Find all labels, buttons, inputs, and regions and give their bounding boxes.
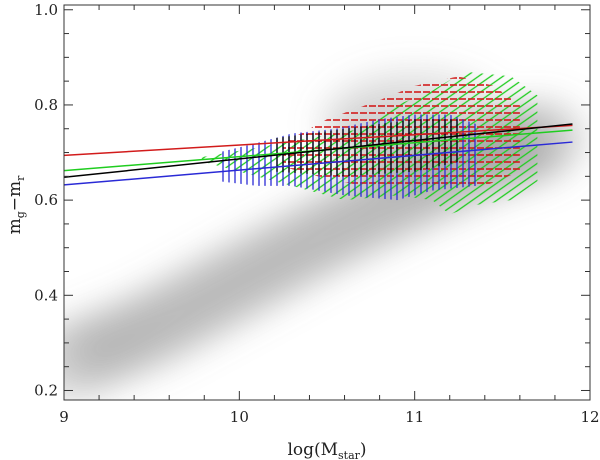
x-tick-label: 12 — [580, 408, 599, 426]
y-tick-label: 0.8 — [34, 96, 58, 114]
x-tick-label: 9 — [59, 408, 69, 426]
y-tick-label: 0.2 — [34, 381, 58, 399]
fit-line-0 — [64, 124, 573, 157]
fit-line-2 — [64, 123, 573, 179]
hatch-region-vertical — [274, 119, 459, 177]
x-axis-title: log(Mstar) — [287, 440, 366, 460]
y-tick-label: 0.6 — [34, 191, 58, 209]
y-axis-title: mg−mr — [5, 175, 27, 235]
fit-line-3 — [64, 141, 573, 186]
x-tick-label: 10 — [230, 408, 249, 426]
x-tick-label: 11 — [405, 408, 424, 426]
y-tick-label: 0.4 — [34, 286, 58, 304]
plot-frame — [63, 4, 591, 401]
y-tick-label: 1.0 — [34, 1, 58, 19]
